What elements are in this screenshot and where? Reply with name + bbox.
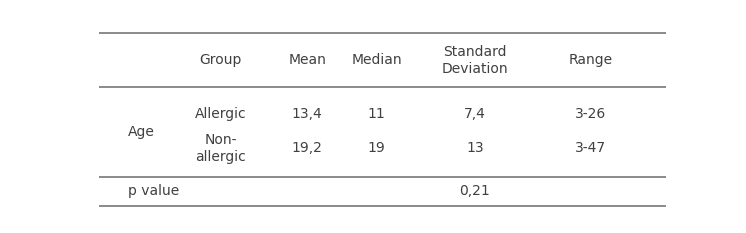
Text: 3-47: 3-47 [575,141,606,155]
Text: Non-
allergic: Non- allergic [195,133,246,164]
Text: 11: 11 [368,107,386,121]
Text: p value: p value [128,184,179,198]
Text: 13,4: 13,4 [292,107,322,121]
Text: Range: Range [568,53,612,67]
Text: 3-26: 3-26 [575,107,606,121]
Text: Allergic: Allergic [195,107,246,121]
Text: 19: 19 [368,141,386,155]
Text: 0,21: 0,21 [460,184,490,198]
Text: 13: 13 [466,141,483,155]
Text: Age: Age [128,125,155,139]
Text: Median: Median [351,53,402,67]
Text: 7,4: 7,4 [464,107,486,121]
Text: 19,2: 19,2 [292,141,322,155]
Text: Standard
Deviation: Standard Deviation [442,45,508,76]
Text: Mean: Mean [288,53,326,67]
Text: Group: Group [199,53,242,67]
